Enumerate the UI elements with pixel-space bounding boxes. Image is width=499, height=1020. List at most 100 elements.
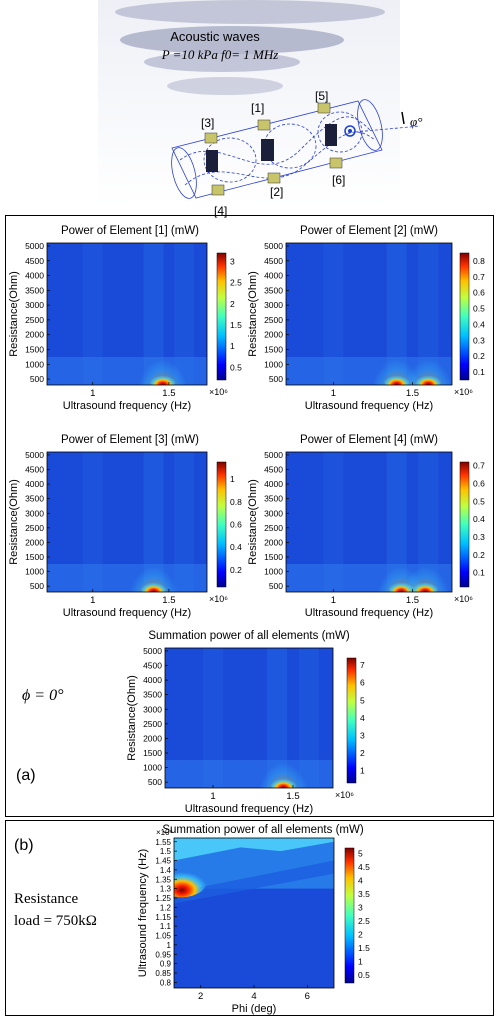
y-tick-label: 1.5	[160, 847, 172, 856]
y-tick-label: 1000	[25, 567, 44, 577]
colorbar-tick-label: 3.5	[358, 889, 370, 899]
y-axis-label: Resistance(Ohm)	[8, 271, 20, 357]
colorbar-tick-label: 4	[358, 875, 363, 885]
colorbar-tick-label: 0.4	[473, 514, 485, 524]
y-multiplier: ×10⁶	[156, 828, 173, 837]
wave-ellipse-4	[167, 77, 283, 95]
heatmap-peak	[174, 861, 208, 898]
y-tick-label: 1.1	[160, 922, 172, 931]
colorbar-tick-label: 6	[360, 678, 365, 688]
colorbar-tick-label: 2	[360, 748, 365, 758]
y-tick-label: 4000	[264, 479, 283, 489]
wave-ellipse-3	[144, 52, 300, 72]
chart-title: Power of Element [2] (mW)	[300, 225, 438, 237]
y-tick-label: 2000	[25, 330, 44, 340]
y-tick-label: 4500	[264, 465, 283, 475]
y-tick-label: 3500	[143, 690, 162, 700]
panel-b-frame	[5, 820, 494, 1016]
y-tick-label: 500	[30, 374, 44, 384]
y-tick-label: 1000	[25, 359, 44, 369]
y-tick-label: 3000	[264, 300, 283, 310]
angle-arrow	[401, 111, 405, 125]
y-axis-label: Resistance(Ohm)	[247, 479, 259, 565]
element-4	[211, 184, 225, 196]
y-tick-label: 3000	[25, 508, 44, 518]
piezo-elements	[204, 102, 356, 196]
y-tick-label: 1.55	[155, 838, 171, 847]
heatmap-peak	[148, 370, 177, 385]
y-axis-label: Resistance(Ohm)	[247, 271, 259, 357]
y-tick-label: 1000	[264, 359, 283, 369]
x-tick-label: 1	[90, 595, 95, 606]
x-tick-label: 1.5	[406, 388, 419, 399]
y-tick-label: 3500	[264, 285, 283, 295]
y-tick-label: 3000	[143, 704, 162, 714]
colorbar-tick-label: 1	[358, 956, 363, 966]
colorbar-tick-label: 0.6	[473, 288, 485, 298]
y-tick-label: 2500	[143, 719, 162, 729]
colorbar-tick-label: 0.6	[473, 478, 485, 488]
y-axis-label: Resistance(Ohm)	[126, 675, 138, 761]
element-5	[317, 102, 331, 114]
panel-b-tag: (b)	[14, 837, 34, 854]
heatmap-halo	[136, 335, 189, 385]
y-tick-label: 1500	[25, 345, 44, 355]
y-tick-label: 4000	[25, 479, 44, 489]
colorbar	[344, 847, 355, 984]
x-axis-label: Ultrasound frequency (Hz)	[63, 400, 191, 412]
heatmap-peak	[139, 577, 168, 592]
heatmap-chart-5: Summation power of all elements (mW) 1 1.5…	[126, 630, 365, 815]
colorbar-tick-label: 3	[358, 902, 363, 912]
heatmap-chart-3: Power of Element [3] (mW)1 1.550010001500…	[8, 434, 242, 619]
chart-title: Power of Element [1] (mW)	[61, 225, 199, 237]
panel-a-tag: (a)	[16, 767, 36, 784]
colorbar-tick-label: 1	[230, 341, 235, 351]
y-tick-label: 1000	[264, 567, 283, 577]
plot-frame	[285, 242, 453, 386]
colorbar	[459, 461, 470, 588]
plot-frame	[164, 647, 334, 789]
x-axis-label: Ultrasound frequency (Hz)	[185, 803, 313, 815]
plot-area-3	[47, 452, 207, 592]
colorbar-tick-label: 0.2	[473, 550, 485, 560]
x-axis-label: Ultrasound frequency (Hz)	[305, 607, 433, 619]
y-tick-label: 500	[148, 777, 162, 787]
label-element-6: [6]	[332, 173, 345, 187]
wave-ellipse-1	[115, 0, 385, 24]
x-tick-label: 1.5	[406, 595, 419, 606]
colorbar-tick-label: 2.5	[230, 278, 242, 288]
plot-area-4	[286, 452, 452, 592]
element-1	[257, 119, 271, 131]
colorbar-tick-label: 4.5	[358, 862, 370, 872]
rotation-axis-marker	[344, 125, 356, 137]
heatmap-stripe	[323, 243, 344, 385]
colorbar-tick-label: 2	[358, 929, 363, 939]
colorbar-tick-label: 1	[230, 474, 235, 484]
chart-title: Power of Element [4] (mW)	[300, 434, 438, 446]
acoustic-params: P =10 kPa f0= 1 MHz	[161, 47, 279, 62]
colorbar-tick-label: 1	[360, 766, 365, 776]
label-element-3: [3]	[201, 116, 214, 130]
y-tick-label: 500	[30, 581, 44, 591]
y-tick-label: 5000	[143, 646, 162, 656]
element-3	[204, 132, 218, 144]
y-tick-label: 4500	[25, 256, 44, 266]
wave-ellipse-2	[120, 26, 344, 54]
y-tick-label: 1.15	[155, 913, 171, 922]
plot-frame	[46, 451, 208, 593]
colorbar	[346, 657, 357, 784]
heatmap-stripe	[82, 452, 103, 592]
x-tick-label: 2	[198, 991, 203, 1002]
y-tick-label: 5000	[25, 241, 44, 251]
x-tick-label: 1	[90, 388, 95, 399]
colorbar-tick-label: 0.3	[473, 335, 485, 345]
colorbar-tick-label: 7	[360, 660, 365, 670]
y-tick-label: 1.35	[155, 875, 171, 884]
y-tick-label: 3000	[264, 508, 283, 518]
colorbar-tick-label: 0.4	[473, 319, 485, 329]
colorbar-tick-label: 0.5	[358, 970, 370, 980]
y-tick-label: 2500	[264, 523, 283, 533]
y-tick-label: 1.4	[160, 866, 172, 875]
acoustic-waves-title: Acoustic waves	[170, 29, 260, 44]
y-tick-label: 1.25	[155, 894, 171, 903]
